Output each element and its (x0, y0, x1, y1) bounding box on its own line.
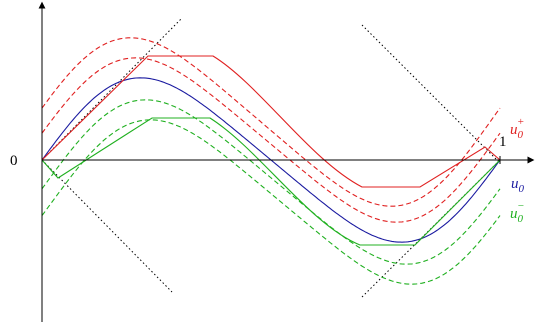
red-solid (41, 55, 501, 188)
curves (41, 37, 501, 285)
red-dashed-outer (41, 37, 501, 207)
origin-label: 0 (10, 153, 18, 169)
u-label: u0 (511, 176, 525, 195)
green-dashed-outer (41, 119, 501, 285)
u-minus-label: u0− (510, 200, 524, 225)
dotted-lines (41, 17, 501, 298)
one-label: 1 (499, 134, 507, 150)
green-dashed-inner (41, 99, 501, 265)
red-dashed-inner (41, 57, 501, 223)
green-solid (41, 117, 501, 246)
u-plus-label: u0+ (510, 116, 524, 141)
